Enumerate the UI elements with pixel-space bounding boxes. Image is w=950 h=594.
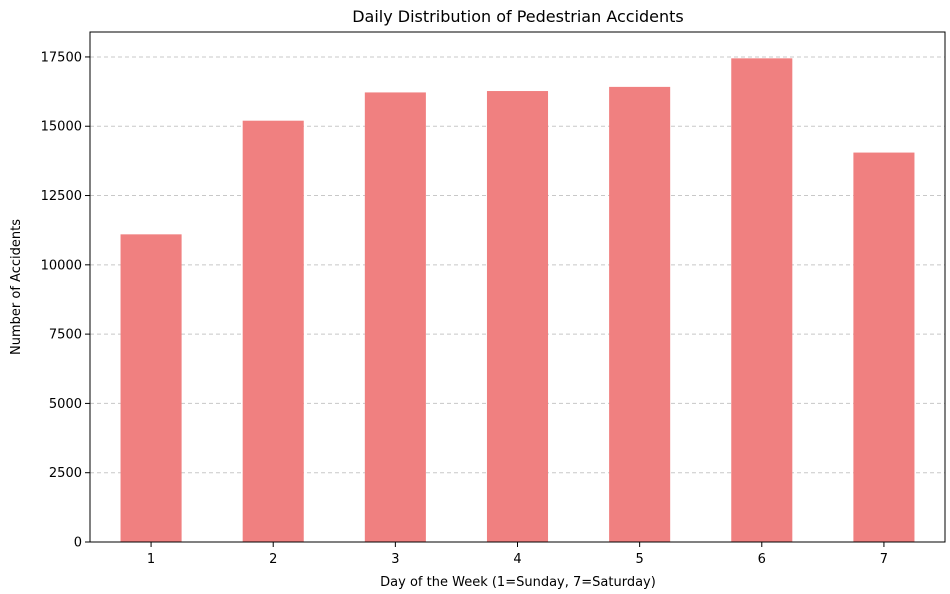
bars xyxy=(120,58,915,543)
y-tick-label: 5000 xyxy=(49,397,82,412)
bar-day-5 xyxy=(609,86,671,542)
bar-day-4 xyxy=(486,91,549,543)
x-axis-ticks: 1 2 3 4 5 6 7 xyxy=(147,542,888,567)
y-axis-label: Number of Accidents xyxy=(9,219,24,355)
y-tick-label: 2500 xyxy=(49,466,82,481)
bar-day-2 xyxy=(242,120,304,543)
bar-day-6 xyxy=(731,58,793,543)
x-tick-label: 2 xyxy=(269,552,277,567)
x-tick-label: 6 xyxy=(758,552,766,567)
x-tick-label: 5 xyxy=(636,552,644,567)
y-tick-label: 10000 xyxy=(41,258,82,273)
x-tick-label: 7 xyxy=(880,552,888,567)
x-axis-label: Day of the Week (1=Sunday, 7=Saturday) xyxy=(380,575,656,590)
chart-title: Daily Distribution of Pedestrian Acciden… xyxy=(352,7,684,26)
x-tick-label: 3 xyxy=(391,552,399,567)
x-tick-label: 4 xyxy=(513,552,521,567)
bar-day-1 xyxy=(120,234,182,542)
y-tick-label: 15000 xyxy=(41,120,82,135)
bar-day-7 xyxy=(853,152,915,542)
y-tick-label: 7500 xyxy=(49,328,82,343)
bar-day-3 xyxy=(364,92,426,542)
x-tick-label: 1 xyxy=(147,552,155,567)
y-tick-label: 12500 xyxy=(41,189,82,204)
y-axis-ticks: 0 2500 5000 7500 10000 12500 15000 17500 xyxy=(41,50,90,551)
y-tick-label: 17500 xyxy=(41,50,82,65)
y-tick-label: 0 xyxy=(74,536,82,551)
